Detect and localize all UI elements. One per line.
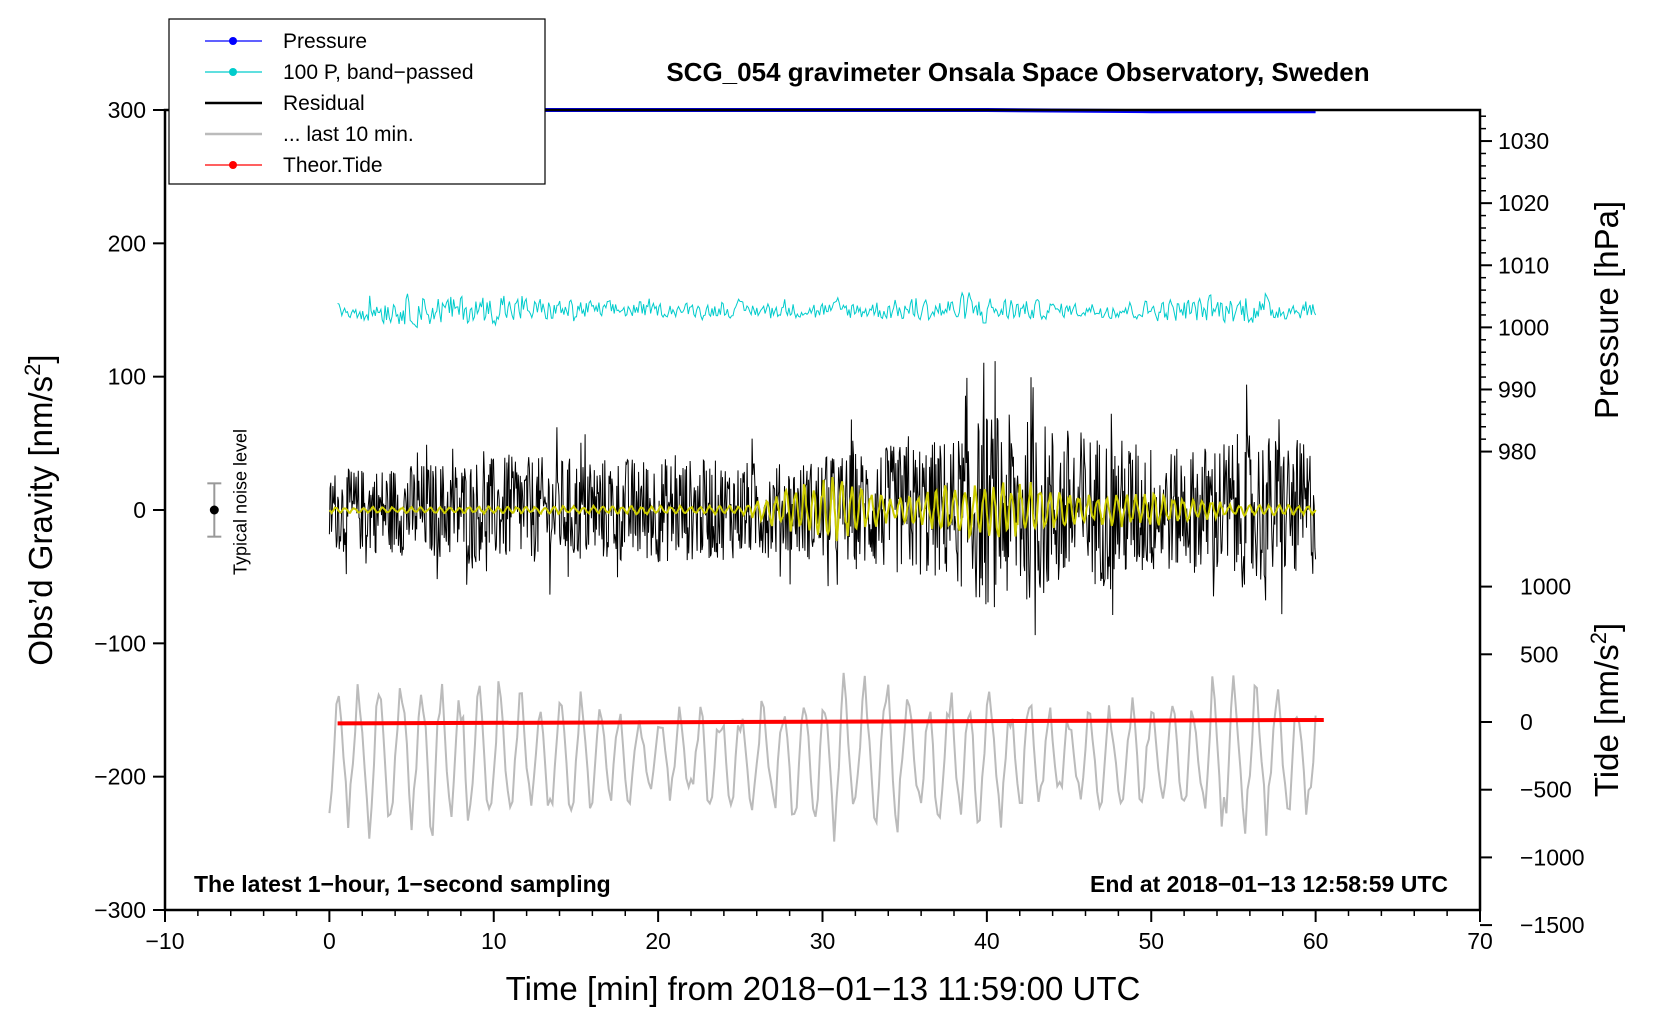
- pressure-tick-label: 1020: [1498, 190, 1549, 216]
- legend-item: Residual: [205, 92, 365, 115]
- legend-label: Residual: [283, 92, 365, 115]
- y-axis-pressure-label: Pressure [hPa]: [1588, 201, 1625, 419]
- end-time-note: End at 2018−01−13 12:58:59 UTC: [1090, 871, 1448, 897]
- x-tick-label: −10: [145, 928, 184, 954]
- series-residual-line: [328, 361, 1317, 636]
- legend-swatch-marker: [229, 68, 237, 76]
- tide-label-text: Tide [nm/s: [1588, 644, 1625, 797]
- legend-item: Theor.Tide: [205, 154, 383, 177]
- ticks-layer: −10 0 10 20 30 40 50 60 703002001000−100−200−300…: [94, 97, 1584, 954]
- tide-tick-label: −1500: [1520, 912, 1585, 938]
- legend-item: 100 P, band−passed: [205, 61, 474, 84]
- y-left-tick-label: −300: [94, 897, 146, 923]
- sampling-note: The latest 1−hour, 1−second sampling: [194, 871, 611, 897]
- pressure-tick-label: 1030: [1498, 128, 1549, 154]
- pressure-tick-label: 1000: [1498, 314, 1549, 340]
- tide-tick-label: 500: [1520, 641, 1558, 667]
- legend-swatch-marker: [229, 161, 237, 169]
- tide-tick-label: −500: [1520, 777, 1572, 803]
- x-axis-label: Time [min] from 2018−01−13 11:59:00 UTC: [506, 970, 1141, 1007]
- y-left-label-text: Obs’d Gravity [nm/s: [22, 376, 59, 666]
- x-tick-label: 40: [974, 928, 1000, 954]
- x-tick-label: 20: [645, 928, 671, 954]
- y-left-tick-label: −200: [94, 764, 146, 790]
- pressure-tick-label: 990: [1498, 376, 1536, 402]
- legend-box: [168, 18, 546, 185]
- legend-label: Pressure: [283, 30, 367, 53]
- x-tick-label: 60: [1303, 928, 1329, 954]
- legend: Pressure 100 P, band−passed Residual ... la…: [168, 18, 546, 185]
- noise-level-indicator: Typical noise level: [207, 429, 250, 575]
- y-axis-tide-label: Tide [nm/s2]: [1586, 623, 1625, 797]
- y-left-tick-label: 0: [133, 497, 146, 523]
- x-tick-label: 50: [1138, 928, 1164, 954]
- pressure-tick-label: 980: [1498, 439, 1536, 465]
- x-tick-label: 70: [1467, 928, 1493, 954]
- y-axis-left-label: Obs’d Gravity [nm/s2]: [20, 354, 59, 665]
- tide-tick-label: −1000: [1520, 844, 1585, 870]
- series-theor-tide-line: [337, 718, 1324, 726]
- pressure-tick-label: 1010: [1498, 252, 1549, 278]
- tide-tick-label: 0: [1520, 709, 1533, 735]
- tide-tick-label: 1000: [1520, 574, 1571, 600]
- chart-title: SCG_054 gravimeter Onsala Space Observat…: [666, 57, 1369, 87]
- noise-level-dot: [209, 505, 219, 515]
- x-tick-label: 0: [323, 928, 336, 954]
- legend-swatch-marker: [229, 37, 237, 45]
- legend-item: Pressure: [205, 30, 367, 53]
- legend-item: ... last 10 min.: [205, 123, 414, 146]
- series-band-passed-pressure-line: [337, 291, 1317, 329]
- y-left-tick-label: 300: [108, 97, 146, 123]
- y-left-tick-label: −100: [94, 630, 146, 656]
- series-last-10-min-line: [328, 672, 1317, 842]
- x-tick-label: 30: [810, 928, 836, 954]
- noise-level-label: Typical noise level: [230, 429, 250, 575]
- y-left-tick-label: 100: [108, 364, 146, 390]
- series-bandpassed-residual-line: [328, 476, 1317, 542]
- tide-label-sup: 2: [1586, 632, 1611, 644]
- legend-label: ... last 10 min.: [283, 123, 414, 146]
- tide-label-end: ]: [1588, 623, 1625, 632]
- x-tick-label: 10: [481, 928, 507, 954]
- y-left-tick-label: 200: [108, 230, 146, 256]
- y-left-label-end: ]: [22, 354, 59, 363]
- legend-label: 100 P, band−passed: [283, 61, 474, 84]
- legend-items: Pressure 100 P, band−passed Residual ... la…: [205, 30, 474, 177]
- y-left-label-sup: 2: [20, 364, 45, 376]
- legend-label: Theor.Tide: [283, 154, 383, 177]
